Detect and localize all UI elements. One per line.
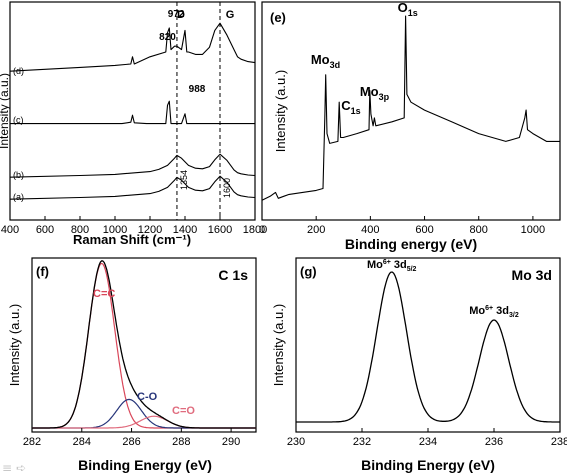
panel-g-ylabel: Intensity (a.u.) xyxy=(271,304,286,386)
panel-e-xtick-label: 800 xyxy=(470,224,488,236)
panel-e-ylabel: Intensity (a.u.) xyxy=(273,70,288,152)
peak-annotation-sub: 1s xyxy=(351,106,361,116)
peak-annotation-2: Mo3p xyxy=(360,84,390,102)
panel-ad-xtick-label: 1600 xyxy=(208,224,232,236)
panel-g-frame xyxy=(295,257,561,433)
series-line-3 xyxy=(9,22,256,72)
series-label-3: (d) xyxy=(13,66,24,76)
panel-f-xtick-label: 284 xyxy=(73,436,91,448)
panel-e-xtick-label: 1000 xyxy=(521,224,545,236)
series-label-2: (c) xyxy=(13,115,24,125)
peak-label-sub: 5/2 xyxy=(407,266,417,273)
panel-ad-xtick-label: 400 xyxy=(1,224,19,236)
peak-label-sup: 6+ xyxy=(383,259,391,266)
mo3d-line xyxy=(296,271,560,423)
panel-e-frame xyxy=(261,1,561,221)
peak-annotation-main: O xyxy=(398,0,408,15)
component-line-2 xyxy=(32,415,256,429)
panel-ad-plot: (a) (b) (c) (d) D G 820 972 988 1354 1600 400 600 800… xyxy=(1,2,267,236)
panel-ad-ylabel: Intensity (a.u.) xyxy=(0,73,11,149)
panel-f-ylabel: Intensity (a.u.) xyxy=(7,304,22,386)
panel-g-title: Mo 3d xyxy=(512,267,552,283)
panel-ad-xtick-label: 1400 xyxy=(173,224,197,236)
panel-e-xlabel: Binding energy (eV) xyxy=(345,236,477,252)
panel-ad-xtick-label: 1800 xyxy=(243,224,267,236)
panel-label-e: (e) xyxy=(270,10,286,25)
peak-annotation-3: O1s xyxy=(398,0,418,18)
peak-annotation-sub: 1s xyxy=(408,8,418,18)
panel-ad-frame xyxy=(9,1,256,221)
panel-ad-xtick-label: 800 xyxy=(71,224,89,236)
peak-label-988: 988 xyxy=(189,84,206,95)
panel-ad-xtick-label: 600 xyxy=(36,224,54,236)
panel-f-plot: C=C C-O C=O 282 284 286 288 290 xyxy=(23,260,256,448)
series-line-2 xyxy=(10,100,255,125)
peak-label-1: Mo6+ 3d3/2 xyxy=(469,305,519,319)
panel-g-xtick-label: 230 xyxy=(287,436,305,448)
panel-f-frame xyxy=(31,257,257,433)
panel-f-xtick-label: 290 xyxy=(222,436,240,448)
peak-label-0: C=C xyxy=(93,288,115,300)
panel-f-title: C 1s xyxy=(218,267,248,283)
peak-annotation-main: Mo xyxy=(360,84,379,99)
band-label-d: D xyxy=(177,9,185,21)
panel-ad-xlabel: Raman Shift (cm⁻¹) xyxy=(73,232,191,247)
peak-label-text: 3d xyxy=(391,259,407,271)
peak-label-2: C=O xyxy=(172,405,195,417)
peak-annotation-0: Mo3d xyxy=(311,52,340,70)
envelope-line xyxy=(32,260,256,429)
peak-annotation-sub: 3p xyxy=(379,92,390,102)
series-label-1: (b) xyxy=(13,170,24,180)
panel-e-xtick-label: 600 xyxy=(415,224,433,236)
peak-label-0: Mo6+ 3d5/2 xyxy=(367,259,417,273)
panel-g-xlabel: Binding Energy (eV) xyxy=(361,457,495,473)
panel-label-g: (g) xyxy=(300,264,317,279)
peak-label-main: Mo xyxy=(469,305,485,317)
peak-label-1600: 1600 xyxy=(222,178,232,198)
arrow-icon: ➪ xyxy=(16,461,27,475)
panel-g-xtick-label: 238 xyxy=(551,436,567,448)
panel-f-xtick-label: 288 xyxy=(172,436,190,448)
panel-g-xtick-label: 232 xyxy=(353,436,371,448)
series-label-0: (a) xyxy=(13,192,24,202)
series-line-0 xyxy=(9,175,256,200)
peak-label-text: 3d xyxy=(493,305,509,317)
list-icon: ≡ xyxy=(2,461,13,475)
peak-label-1: C-O xyxy=(137,391,158,403)
peak-annotation-1: C1s xyxy=(341,98,360,116)
band-label-g: G xyxy=(226,9,235,21)
peak-label-1354: 1354 xyxy=(179,170,189,190)
peak-label-main: Mo xyxy=(367,259,383,271)
panel-g-xtick-label: 236 xyxy=(485,436,503,448)
peak-annotation-main: Mo xyxy=(311,52,330,67)
panel-e-xtick-label: 200 xyxy=(307,224,325,236)
panel-f-xtick-label: 286 xyxy=(122,436,140,448)
panel-f-xlabel: Binding Energy (eV) xyxy=(78,457,212,473)
peak-label-sub: 3/2 xyxy=(509,312,519,319)
panel-label-f: (f) xyxy=(36,264,49,279)
peak-label-sup: 6+ xyxy=(485,305,493,312)
peak-annotation-main: C xyxy=(341,98,351,113)
panel-g-xtick-label: 234 xyxy=(419,436,437,448)
panel-e-xtick-label: 400 xyxy=(361,224,379,236)
series-line-1 xyxy=(9,153,256,178)
panel-ad-xtick-label: 1000 xyxy=(103,224,127,236)
peak-label-972: 972 xyxy=(168,9,185,20)
peak-annotation-sub: 3d xyxy=(330,60,341,70)
panel-ad-xtick-label: 1200 xyxy=(138,224,162,236)
survey-line xyxy=(261,15,560,201)
peak-label-820: 820 xyxy=(159,32,176,43)
panel-f-xtick-label: 282 xyxy=(23,436,41,448)
panel-e-xtick-label: 0 xyxy=(259,224,265,236)
